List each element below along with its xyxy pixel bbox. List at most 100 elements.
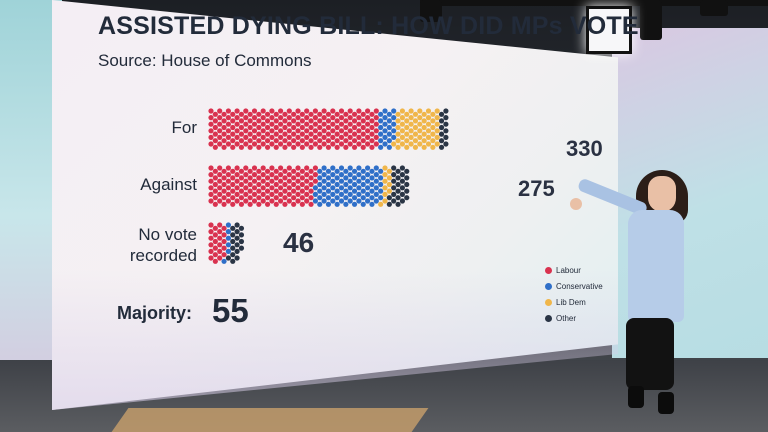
dot-labour-0 [343,118,349,124]
dot-labour-1 [243,198,249,204]
dot-other-1 [404,181,410,188]
dot-labour-0 [325,131,332,137]
dot-labour-1 [234,172,240,178]
dot-conservative-1 [325,175,332,181]
dot-labour-0 [338,141,345,147]
dot-labour-0 [304,108,310,114]
chart-title: ASSISTED DYING BILL: HOW DID MPs VOTE [98,12,639,40]
dot-labour-0 [330,134,336,140]
dot-labour-0 [351,131,358,137]
dot-labour-0 [221,111,227,117]
legend-item-labour: Labour [545,262,603,278]
dot-labour-0 [343,131,349,137]
dot-labour-0 [273,124,279,131]
dot-labour-0 [321,134,327,140]
dot-lib-dem-1 [382,198,388,204]
dot-labour-1 [312,172,318,178]
chart-legend: Labour Conservative Lib Dem Other [545,262,603,326]
dot-lib-dem-0 [399,108,405,114]
dot-conservative-1 [369,201,375,207]
dot-labour-0 [356,121,362,127]
dot-other-2 [238,238,245,245]
dot-other-0 [443,108,449,114]
dot-lib-dem-0 [425,115,432,121]
dot-labour-1 [247,175,253,181]
dot-labour-0 [278,141,284,147]
dot-conservative-1 [325,168,332,174]
dot-labour-1 [278,198,284,204]
dot-labour-1 [295,178,301,184]
dot-labour-1 [260,172,266,178]
dot-conservative-0 [391,115,397,121]
dot-labour-1 [217,172,223,178]
dot-conservative-1 [373,185,379,191]
dot-lib-dem-0 [404,138,410,144]
dot-labour-2 [221,225,227,231]
dot-other-2 [234,242,240,248]
dot-other-2 [234,229,240,235]
dot-labour-1 [238,168,245,174]
dot-labour-1 [251,185,258,191]
dot-labour-1 [225,198,231,204]
dot-labour-1 [308,201,314,207]
dot-conservative-1 [378,181,384,188]
dot-other-2 [230,238,236,245]
dot-labour-0 [230,144,236,150]
dot-labour-0 [273,138,279,144]
dot-conservative-1 [373,191,379,197]
dot-lib-dem-0 [421,118,427,124]
dot-labour-0 [278,134,284,140]
dot-conservative-0 [382,141,388,147]
dot-conservative-1 [356,172,362,178]
dot-labour-0 [373,134,379,140]
dot-lib-dem-0 [399,115,405,121]
dot-conservative-1 [330,172,336,178]
dot-labour-0 [308,131,314,137]
dot-conservative-0 [382,121,388,127]
dot-labour-0 [208,128,214,134]
dot-labour-0 [225,115,231,121]
dot-conservative-1 [347,172,353,178]
legend-swatch-labour [545,266,552,274]
dot-labour-0 [317,138,323,144]
dot-conservative-1 [343,188,349,194]
dot-labour-0 [299,111,305,117]
dot-labour-0 [291,118,297,124]
presenter-shoe-right [658,392,674,414]
dot-conservative-1 [365,185,371,191]
dot-labour-0 [343,111,349,117]
dot-labour-1 [221,201,227,207]
dot-labour-1 [221,168,227,174]
dot-labour-1 [221,195,227,201]
dot-labour-0 [208,134,214,140]
dot-labour-0 [360,124,366,131]
dot-labour-1 [273,181,279,188]
dot-other-0 [443,134,449,140]
dot-labour-1 [278,172,284,178]
dot-lib-dem-0 [395,111,401,117]
dot-labour-1 [286,191,292,197]
dot-conservative-1 [343,175,349,181]
dot-other-1 [404,195,410,201]
dot-labour-0 [256,131,262,137]
dot-labour-0 [360,138,366,144]
dot-labour-0 [299,138,305,144]
dot-labour-1 [269,191,275,197]
dot-labour-0 [221,124,227,131]
dot-labour-0 [351,124,358,131]
dot-labour-0 [312,115,318,121]
dot-labour-0 [256,138,262,144]
legend-label-lib-dem: Lib Dem [556,297,586,307]
dot-labour-1 [247,181,253,188]
dot-labour-1 [282,168,288,174]
lighting-rig [420,0,768,6]
dot-labour-0 [360,144,366,150]
dot-labour-0 [269,108,275,114]
dot-lib-dem-0 [417,128,423,134]
dot-lib-dem-0 [434,128,440,134]
dot-labour-0 [347,121,353,127]
dot-labour-0 [299,118,305,124]
dot-conservative-1 [317,181,323,188]
dot-labour-1 [291,188,297,194]
dot-labour-0 [295,121,301,127]
